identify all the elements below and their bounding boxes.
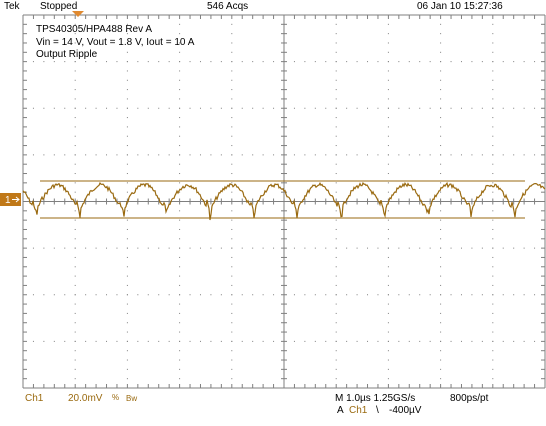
trigger-source: Ch1	[349, 405, 368, 416]
trigger-position-marker	[72, 11, 84, 17]
channel-1-marker: 1	[0, 193, 21, 206]
annotation-title: Output Ripple	[36, 49, 98, 60]
brand-label: Tek	[4, 1, 20, 12]
run-state: Stopped	[40, 1, 78, 12]
coupling-icon: %	[112, 393, 120, 402]
channel-1-marker-label: 1	[5, 195, 11, 206]
record-resolution: 800ps/pt	[450, 393, 489, 404]
timebase-readout: M 1.0µs 1.25GS/s	[335, 393, 416, 404]
trigger-mode: A	[337, 405, 344, 416]
trigger-level: -400µV	[389, 405, 422, 416]
bandwidth-limit-label: Bw	[126, 394, 138, 403]
graticule-grid	[22, 14, 546, 389]
annotation-block: TPS40305/HPA488 Rev A Vin = 14 V, Vout =…	[36, 24, 194, 62]
waveform-trace	[22, 181, 546, 221]
acquisition-count: 546 Acqs	[207, 1, 249, 12]
channel-label: Ch1	[25, 393, 44, 404]
right-arrow-icon	[12, 196, 20, 203]
trigger-slope-icon: \	[376, 405, 379, 416]
annotation-conditions: Vin = 14 V, Vout = 1.8 V, Iout = 10 A	[36, 36, 195, 48]
volts-per-div: 20.0mV	[68, 393, 103, 404]
datetime: 06 Jan 10 15:27:36	[417, 1, 503, 12]
annotation-board: TPS40305/HPA488 Rev A	[36, 24, 152, 35]
status-bar: Tek Stopped 546 Acqs 06 Jan 10 15:27:36	[0, 0, 546, 14]
